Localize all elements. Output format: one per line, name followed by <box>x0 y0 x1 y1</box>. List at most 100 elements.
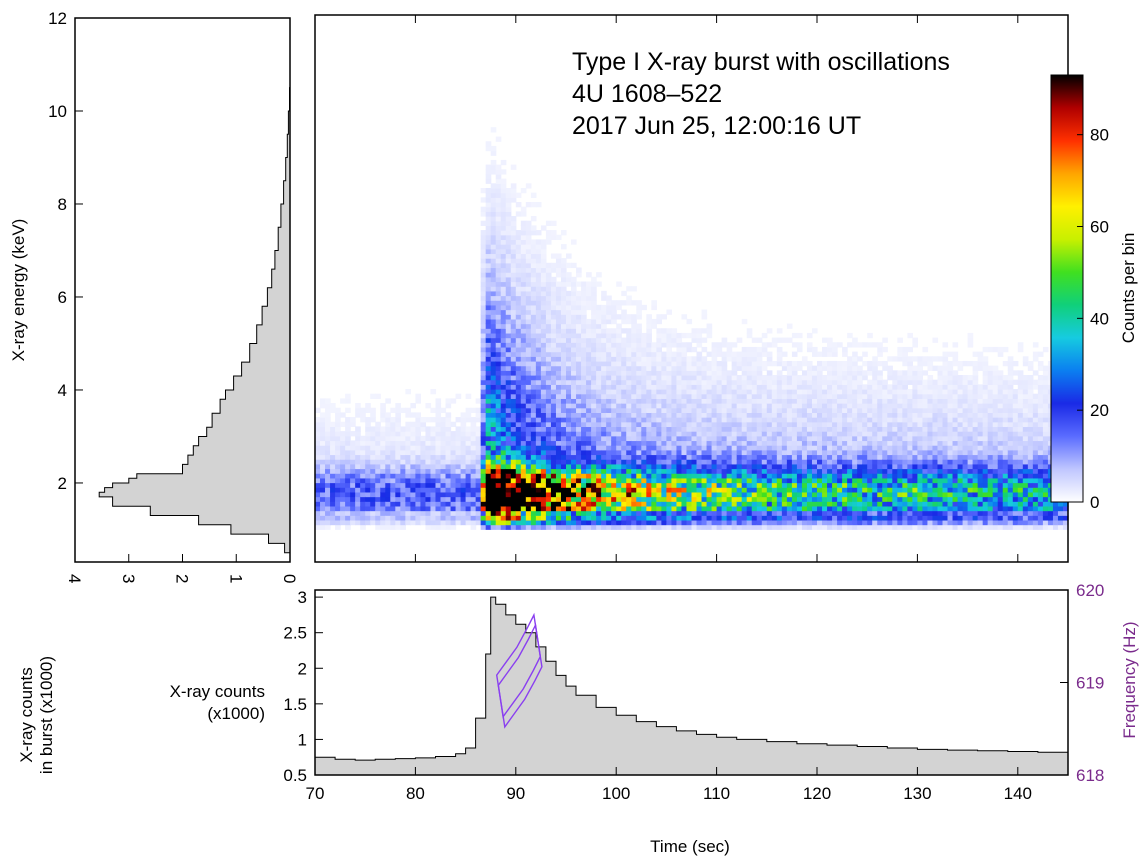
heatmap-cell <box>500 314 507 320</box>
heatmap-cell <box>530 281 537 287</box>
heatmap-cell <box>867 449 873 456</box>
heatmap-cell <box>691 440 698 446</box>
heatmap-cell <box>480 370 487 376</box>
heatmap-cell <box>465 496 472 502</box>
heatmap-cell <box>676 370 683 376</box>
heatmap-cell <box>490 192 497 198</box>
heatmap-cell <box>560 286 567 292</box>
heatmap-cell <box>766 501 773 507</box>
heatmap-cell <box>656 454 662 460</box>
heatmap-cell <box>505 519 512 526</box>
heatmap-cell <box>370 431 376 437</box>
heatmap-cell <box>791 449 798 456</box>
heatmap-cell <box>671 473 678 479</box>
heatmap-cell <box>706 445 713 451</box>
heatmap-cell <box>636 491 642 498</box>
heatmap-cell <box>495 346 502 353</box>
heatmap-cell <box>897 407 903 413</box>
heatmap-cell <box>480 510 487 516</box>
heatmap-cell <box>912 426 918 432</box>
heatmap-cell <box>801 491 808 498</box>
heatmap-cell <box>616 421 622 428</box>
heatmap-cell <box>350 417 356 423</box>
heatmap-cell <box>912 398 918 404</box>
heatmap-cell <box>611 421 617 428</box>
heatmap-cell <box>535 300 542 306</box>
heatmap-cell <box>912 374 918 381</box>
heatmap-cell <box>410 412 416 418</box>
heatmap-cell <box>651 491 657 498</box>
heatmap-cell <box>606 445 612 451</box>
heatmap-cell <box>550 328 557 334</box>
heatmap-cell <box>726 487 733 493</box>
heatmap-cell <box>817 477 823 484</box>
heatmap-cell <box>676 510 683 516</box>
heatmap-cell <box>641 365 647 371</box>
heatmap-cell <box>751 407 758 413</box>
heatmap-cell <box>505 473 512 479</box>
heatmap-cell <box>776 379 783 385</box>
heatmap-cell <box>425 417 432 423</box>
heatmap-cell <box>480 314 487 320</box>
heatmap-cell <box>510 398 517 404</box>
heatmap-cell <box>776 515 783 521</box>
heatmap-cell <box>420 463 427 470</box>
heatmap-cell <box>560 267 567 273</box>
heatmap-cell <box>711 374 718 381</box>
heatmap-cell <box>581 473 587 479</box>
heatmap-cell <box>781 374 788 381</box>
heatmap-cell <box>576 351 582 357</box>
heatmap-cell <box>545 501 552 507</box>
heatmap-cell <box>505 440 512 446</box>
heatmap-cell <box>490 220 497 226</box>
heatmap-cell <box>555 337 562 343</box>
heatmap-cell <box>806 431 813 437</box>
heatmap-cell <box>741 360 748 367</box>
heatmap-cell <box>540 491 547 498</box>
heatmap-cell <box>827 346 833 353</box>
heatmap-cell <box>746 473 753 479</box>
heatmap-cell <box>806 501 813 507</box>
heatmap-cell <box>872 384 878 390</box>
heatmap-cell <box>530 519 537 526</box>
heatmap-cell <box>701 505 708 512</box>
heatmap-cell <box>410 505 416 512</box>
heatmap-cell <box>786 505 793 512</box>
heatmap-cell <box>510 426 517 432</box>
heatmap-cell <box>591 468 597 474</box>
heatmap-cell <box>596 314 602 320</box>
heatmap-cell <box>405 440 411 446</box>
heatmap-cell <box>555 365 562 371</box>
heatmap-cell <box>706 403 713 409</box>
heatmap-cell <box>576 309 582 315</box>
heatmap-cell <box>545 267 552 273</box>
heatmap-cell <box>791 491 798 498</box>
heatmap-cell <box>315 445 321 451</box>
heatmap-cell <box>892 412 898 418</box>
heatmap-cell <box>666 515 673 521</box>
heatmap-cell <box>500 398 507 404</box>
heatmap-cell <box>390 417 396 423</box>
heatmap-cell <box>927 524 934 530</box>
heatmap-cell <box>691 482 698 488</box>
heatmap-cell <box>907 440 913 446</box>
heatmap-cell <box>535 435 542 442</box>
heatmap-cell <box>545 477 552 484</box>
heatmap-cell <box>721 393 728 399</box>
heatmap-cell <box>716 407 723 413</box>
heatmap-cell <box>335 487 341 493</box>
heatmap-cell <box>555 309 562 315</box>
heatmap-cell <box>370 519 376 526</box>
heatmap-cell <box>450 524 457 530</box>
heatmap-cell <box>355 491 361 498</box>
heatmap-cell <box>550 524 557 530</box>
heatmap-cell <box>892 515 898 521</box>
heatmap-cell <box>771 524 778 530</box>
heatmap-cell <box>485 267 492 273</box>
heatmap-cell <box>917 505 924 512</box>
heatmap-cell <box>731 398 738 404</box>
heatmap-cell <box>485 173 492 180</box>
heatmap-cell <box>495 253 502 259</box>
heatmap-cell <box>550 332 557 339</box>
heatmap-cell <box>811 449 818 456</box>
